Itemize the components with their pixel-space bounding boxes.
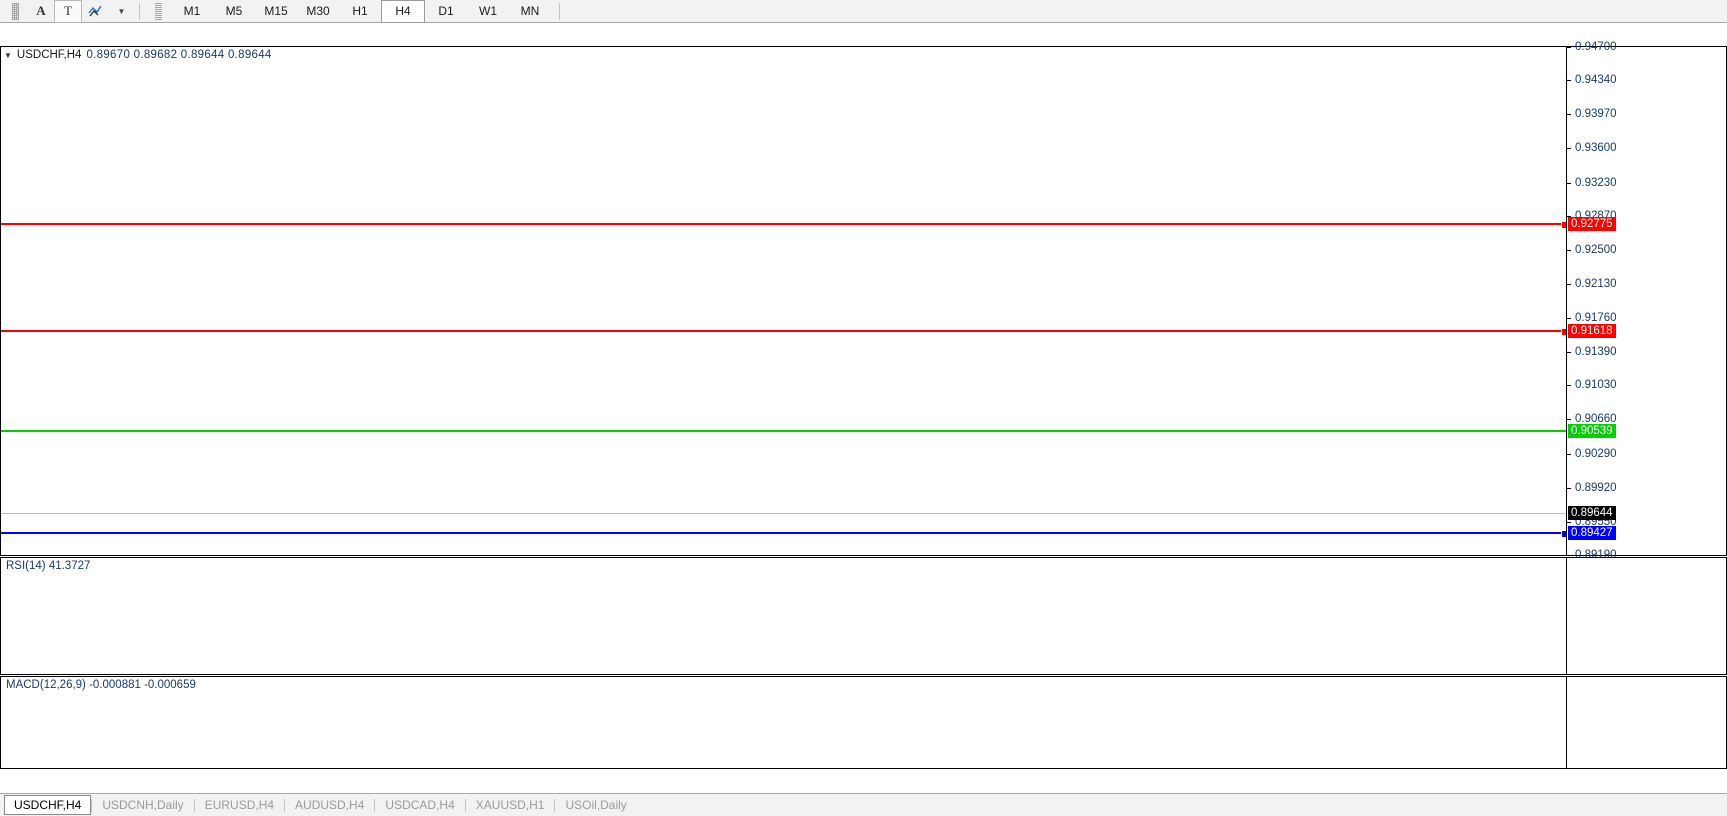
price-tick — [1567, 385, 1571, 387]
price-tick — [1567, 521, 1571, 523]
price-tick — [1567, 148, 1571, 150]
line-handle[interactable] — [1561, 328, 1566, 337]
support-blue-line[interactable] — [1, 530, 1566, 539]
collapse-icon[interactable]: ▼ — [4, 50, 12, 60]
price-tick-label: 0.94340 — [1575, 74, 1617, 87]
timeframe-m5[interactable]: M5 — [225, 4, 243, 18]
price-panel[interactable]: 0.94700 0.94340 0.93970 0.93600 0.93230 0.928… — [0, 41, 1727, 561]
timeframe-w1[interactable]: W1 — [479, 4, 497, 18]
rsi-y-axis[interactable] — [1566, 558, 1726, 674]
last-price-badge[interactable]: 0.89644 — [1568, 506, 1616, 521]
rsi-panel[interactable]: RSI(14) 41.3727 — [0, 557, 1727, 675]
price-tick — [1567, 182, 1571, 184]
price-tick-label: 0.93600 — [1575, 142, 1617, 155]
price-tick-label: 0.91390 — [1575, 346, 1617, 359]
price-tick-label: 0.91760 — [1575, 312, 1617, 325]
resistance-line[interactable] — [1, 221, 1566, 230]
price-tick — [1567, 80, 1571, 82]
price-tick — [1567, 419, 1571, 421]
price-tick — [1567, 114, 1571, 116]
price-tick — [1567, 249, 1571, 251]
timeframe-d1[interactable]: D1 — [438, 4, 454, 18]
timeframe-bar: M1 M5 M15 M30 H1 H4 D1 W1 MN — [171, 0, 551, 23]
main-toolbar: A T ▼ M1 M5 M15 M30 H1 H4 D1 W1 MN — [0, 0, 1727, 23]
price-tick — [1567, 318, 1571, 320]
chart-area[interactable]: ▼ USDCHF,H4 0.89670 0.89682 0.89644 0.89… — [0, 23, 1727, 816]
timeframe-m15[interactable]: M15 — [264, 4, 288, 18]
support-green-line[interactable] — [1, 429, 1566, 432]
rsi-title: RSI(14) 41.3727 — [6, 560, 91, 572]
line-handle[interactable] — [1561, 530, 1566, 539]
ohlc-values: 0.89670 0.89682 0.89644 0.89644 — [86, 49, 272, 61]
tab-eurusd-h4[interactable]: EURUSD,H4 — [204, 798, 275, 812]
support-blue-badge[interactable]: 0.89427 — [1568, 526, 1616, 541]
price-tick — [1567, 283, 1571, 285]
resistance-2-badge[interactable]: 0.91618 — [1568, 324, 1616, 339]
price-tick-label: 0.94700 — [1575, 41, 1617, 53]
price-tick-label: 0.93230 — [1575, 176, 1617, 189]
macd-title: MACD(12,26,9) -0.000881 -0.000659 — [6, 679, 196, 691]
symbol-label: USDCHF,H4 — [16, 49, 82, 61]
resistance-line[interactable] — [1, 328, 1566, 337]
price-tick — [1567, 47, 1571, 48]
timeframe-m1[interactable]: M1 — [183, 4, 201, 18]
tab-usoil-daily[interactable]: USOil,Daily — [565, 798, 627, 812]
price-tick-label: 0.90660 — [1575, 413, 1617, 426]
price-tick-label: 0.92500 — [1575, 243, 1617, 256]
macd-panel[interactable]: MACD(12,26,9) -0.000881 -0.000659 — [0, 676, 1727, 769]
timeframe-m30[interactable]: M30 — [306, 4, 330, 18]
rsi-plot[interactable] — [1, 558, 1566, 674]
price-tick — [1567, 352, 1571, 354]
macd-plot[interactable] — [1, 677, 1566, 768]
symbol-info-row: ▼ USDCHF,H4 0.89670 0.89682 0.89644 0.89… — [4, 49, 272, 61]
indicators-icon[interactable] — [82, 1, 108, 22]
text-box-icon[interactable]: T — [54, 0, 82, 23]
price-plot[interactable] — [1, 47, 1566, 555]
price-tick-label: 0.92130 — [1575, 277, 1617, 290]
price-tick-label: 0.93970 — [1575, 108, 1617, 121]
chart-tabs-bar[interactable]: USDCHF,H4 USDCNH,Daily EURUSD,H4 AUDUSD,H4 U… — [0, 793, 1727, 816]
macd-y-axis[interactable] — [1566, 677, 1726, 768]
grid-icon[interactable] — [2, 1, 28, 22]
line-handle[interactable] — [1561, 221, 1566, 230]
resistance-1-badge[interactable]: 0.92775 — [1568, 217, 1616, 232]
price-tick-label: 0.91030 — [1575, 379, 1617, 392]
toolbar-divider-2 — [559, 2, 560, 20]
time-axis — [0, 769, 1727, 793]
timeframe-h4[interactable]: H4 — [381, 0, 425, 23]
price-y-axis[interactable]: 0.94700 0.94340 0.93970 0.93600 0.93230 0.928… — [1566, 41, 1726, 561]
last-price-line — [1, 513, 1566, 515]
timeframe-mn[interactable]: MN — [520, 4, 540, 18]
price-tick-label: 0.89920 — [1575, 481, 1617, 494]
price-tick — [1567, 453, 1571, 455]
price-tick — [1567, 215, 1571, 217]
chevron-down-icon[interactable]: ▼ — [117, 6, 126, 16]
tab-usdcad-h4[interactable]: USDCAD,H4 — [385, 798, 455, 812]
price-tick — [1567, 555, 1571, 556]
tab-usdcnh-daily[interactable]: USDCNH,Daily — [102, 798, 184, 812]
support-green-badge[interactable]: 0.90539 — [1568, 423, 1616, 438]
tab-xauusd-h1[interactable]: XAUUSD,H1 — [475, 798, 545, 812]
timeframe-grip-icon — [145, 1, 171, 22]
timeframe-h1[interactable]: H1 — [352, 4, 368, 18]
tab-usdchf-h4[interactable]: USDCHF,H4 — [4, 795, 92, 815]
text-a-icon[interactable]: A — [36, 3, 46, 18]
toolbar-divider — [139, 2, 140, 20]
tab-audusd-h4[interactable]: AUDUSD,H4 — [295, 798, 365, 812]
price-tick — [1567, 487, 1571, 489]
price-tick-label: 0.90290 — [1575, 447, 1617, 460]
